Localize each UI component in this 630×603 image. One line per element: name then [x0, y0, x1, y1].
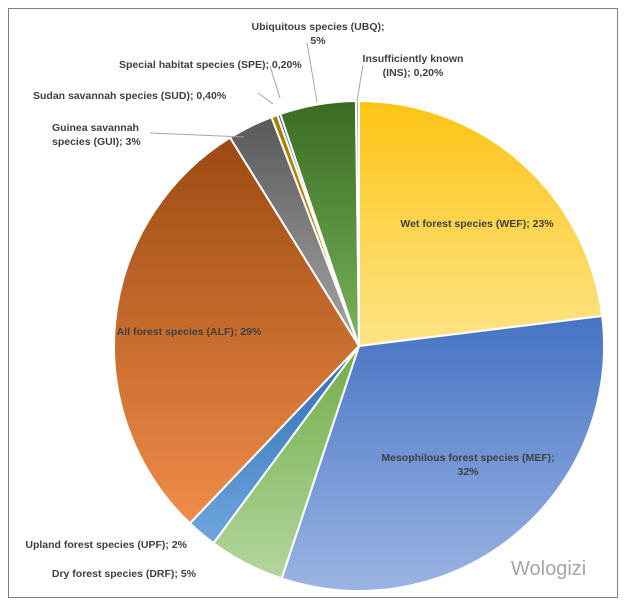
slice-label-line: Mesophilous forest species (MEF); — [381, 452, 554, 464]
leader-line-spe — [269, 65, 281, 99]
slice-label-sud: Sudan savannah species (SUD); 0,40% — [33, 90, 227, 102]
slice-label-line: Ubiquitous species (UBQ); — [251, 21, 384, 33]
slice-label-line: 32% — [457, 466, 479, 478]
slice-label-wef: Wet forest species (WEF); 23% — [400, 218, 554, 230]
pie-slice-wef — [358, 99, 604, 348]
slice-label-line: Insufficiently known — [363, 53, 464, 65]
chart-frame — [8, 8, 618, 598]
slice-label-line: (INS); 0,20% — [383, 67, 444, 79]
slice-label-line: Special habitat species (SPE); 0,20% — [119, 59, 302, 71]
slice-label-ins: Insufficiently known (INS); 0,20% — [363, 53, 464, 79]
pie-slice-mef — [280, 314, 605, 593]
pie-slice-alf — [113, 136, 361, 525]
slice-label-line: Sudan savannah species (SUD); 0,40% — [33, 90, 227, 102]
slice-label-line: 5% — [310, 35, 326, 47]
slice-label-line: All forest species (ALF); 29% — [117, 326, 262, 338]
slice-label-line: Wet forest species (WEF); 23% — [400, 218, 554, 230]
leader-line-gui — [149, 132, 245, 138]
slice-label-alf: All forest species (ALF); 29% — [117, 326, 262, 338]
slice-label-drf: Dry forest species (DRF); 5% — [52, 568, 197, 580]
slice-label-mef: Mesophilous forest species (MEF); 32% — [381, 452, 554, 478]
slice-label-ubq: Ubiquitous species (UBQ); 5% — [251, 21, 384, 47]
leader-line-ins — [356, 64, 364, 102]
leader-line-sud — [257, 92, 274, 105]
slice-label-gui: Guinea savannah species (GUI); 3% — [52, 122, 141, 148]
slice-label-line: Upland forest species (UPF); 2% — [25, 539, 187, 551]
slice-label-line: Dry forest species (DRF); 5% — [52, 568, 197, 580]
leader-line-ubq — [306, 42, 318, 103]
slice-label-upf: Upland forest species (UPF); 2% — [25, 539, 187, 551]
slice-label-line: species (GUI); 3% — [52, 136, 141, 148]
slice-label-line: Guinea savannah — [52, 122, 139, 134]
chart-watermark: Wologizi — [511, 558, 586, 580]
slice-label-spe: Special habitat species (SPE); 0,20% — [119, 59, 302, 71]
